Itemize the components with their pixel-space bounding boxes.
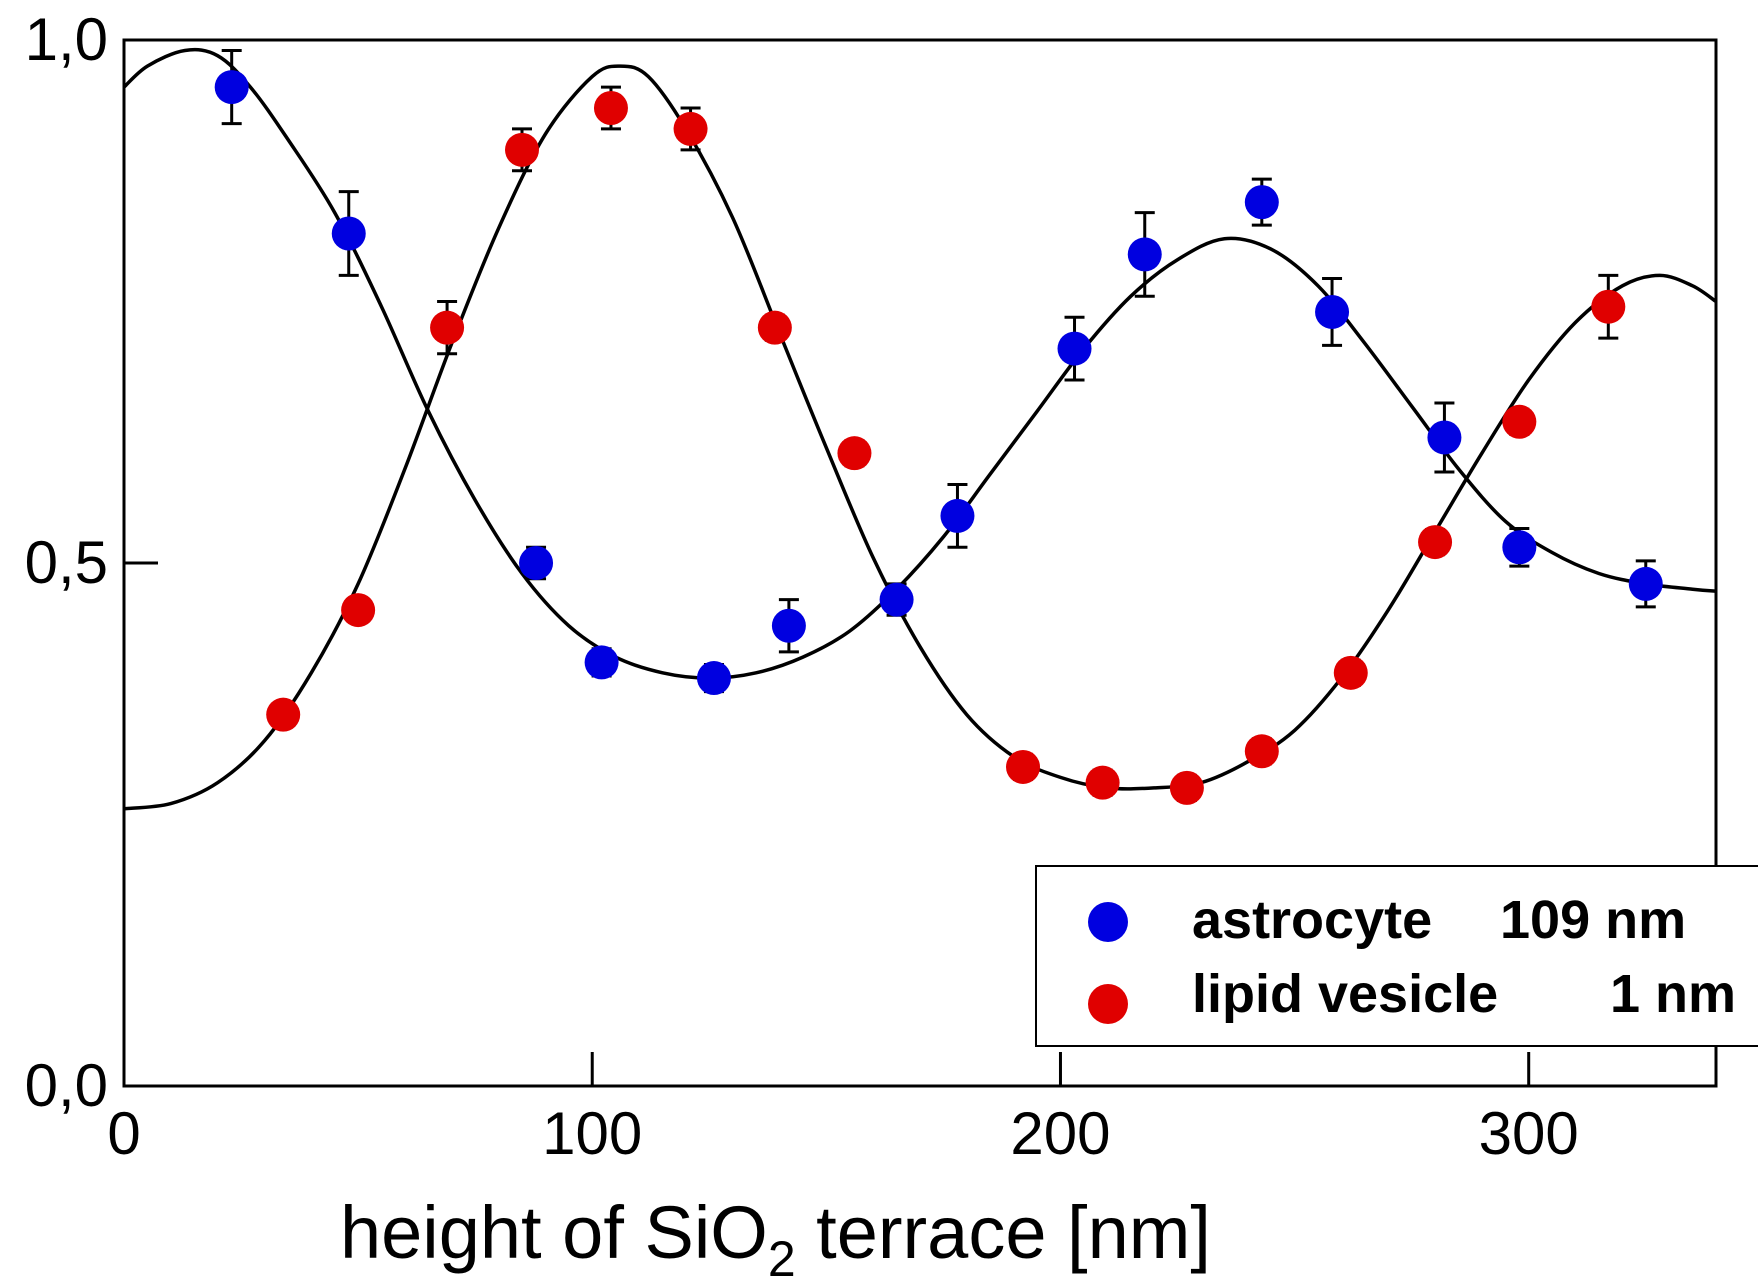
data-point-astrocyte	[879, 582, 914, 617]
x-axis: 0 100 200 300	[107, 1052, 1579, 1167]
data-point-lipid-vesicle	[1244, 734, 1279, 769]
data-point-lipid-vesicle	[593, 90, 628, 125]
legend: astrocyte 109 nm lipid vesicle 1 nm	[1035, 865, 1758, 1047]
y-axis: 0,0 0,5 1,0	[25, 6, 158, 1119]
data-point-astrocyte	[331, 216, 366, 251]
x-tick-label: 200	[1010, 1100, 1110, 1167]
y-tick-label: 0,0	[25, 1052, 108, 1119]
y-tick-label: 0,5	[25, 529, 108, 596]
data-point-lipid-vesicle	[266, 697, 301, 732]
data-point-astrocyte	[940, 498, 975, 533]
legend-label-astrocyte: astrocyte	[1192, 890, 1432, 950]
data-point-astrocyte	[1057, 331, 1092, 366]
data-point-lipid-vesicle	[757, 310, 792, 345]
data-point-lipid-vesicle	[505, 132, 539, 167]
data-point-lipid-vesicle	[1591, 289, 1626, 324]
data-point-lipid-vesicle	[1333, 655, 1368, 690]
data-point-lipid-vesicle	[673, 111, 708, 146]
y-tick-label: 1,0	[25, 6, 108, 73]
data-point-lipid-vesicle	[341, 593, 376, 628]
data-point-lipid-vesicle	[1418, 525, 1453, 560]
fit-curve-0	[122, 47, 1717, 680]
data-point-astrocyte	[1502, 530, 1537, 565]
x-axis-title-main: height of SiO	[340, 1191, 768, 1274]
data-point-astrocyte	[1127, 237, 1162, 272]
data-point-astrocyte	[1315, 294, 1350, 329]
legend-value-lipid-vesicle: 1 nm	[1610, 964, 1736, 1024]
data-point-lipid-vesicle	[430, 310, 465, 345]
x-tick-label: 300	[1479, 1100, 1579, 1167]
data-point-astrocyte	[519, 546, 554, 580]
data-point-astrocyte	[1244, 185, 1279, 220]
legend-marker-astrocyte	[1088, 902, 1128, 942]
data-point-lipid-vesicle	[1006, 749, 1041, 784]
x-tick-label: 0	[107, 1100, 140, 1167]
fit-curve-1	[123, 64, 1718, 811]
data-point-lipid-vesicle	[1169, 770, 1204, 805]
data-point-lipid-vesicle	[837, 436, 872, 471]
data-point-lipid-vesicle	[1085, 765, 1120, 800]
data-point-astrocyte	[771, 608, 806, 643]
x-tick-label: 100	[542, 1100, 642, 1167]
data-point-astrocyte	[214, 70, 249, 105]
legend-box	[1035, 865, 1758, 1047]
data-point-lipid-vesicle	[1502, 404, 1537, 439]
data-points	[214, 48, 1663, 805]
fit-curves	[122, 47, 1718, 811]
data-point-astrocyte	[1427, 420, 1462, 455]
data-point-astrocyte	[584, 645, 619, 680]
data-point-astrocyte	[1628, 566, 1663, 601]
data-point-astrocyte	[696, 661, 731, 696]
x-axis-title-subscript: 2	[768, 1231, 796, 1281]
x-axis-title-suffix: terrace [nm]	[796, 1191, 1211, 1274]
legend-label-lipid-vesicle: lipid vesicle	[1192, 964, 1498, 1024]
legend-marker-lipid-vesicle	[1088, 984, 1128, 1024]
x-axis-title: height of SiO2 terrace [nm]	[340, 1191, 1211, 1281]
legend-value-astrocyte: 109 nm	[1500, 890, 1686, 950]
